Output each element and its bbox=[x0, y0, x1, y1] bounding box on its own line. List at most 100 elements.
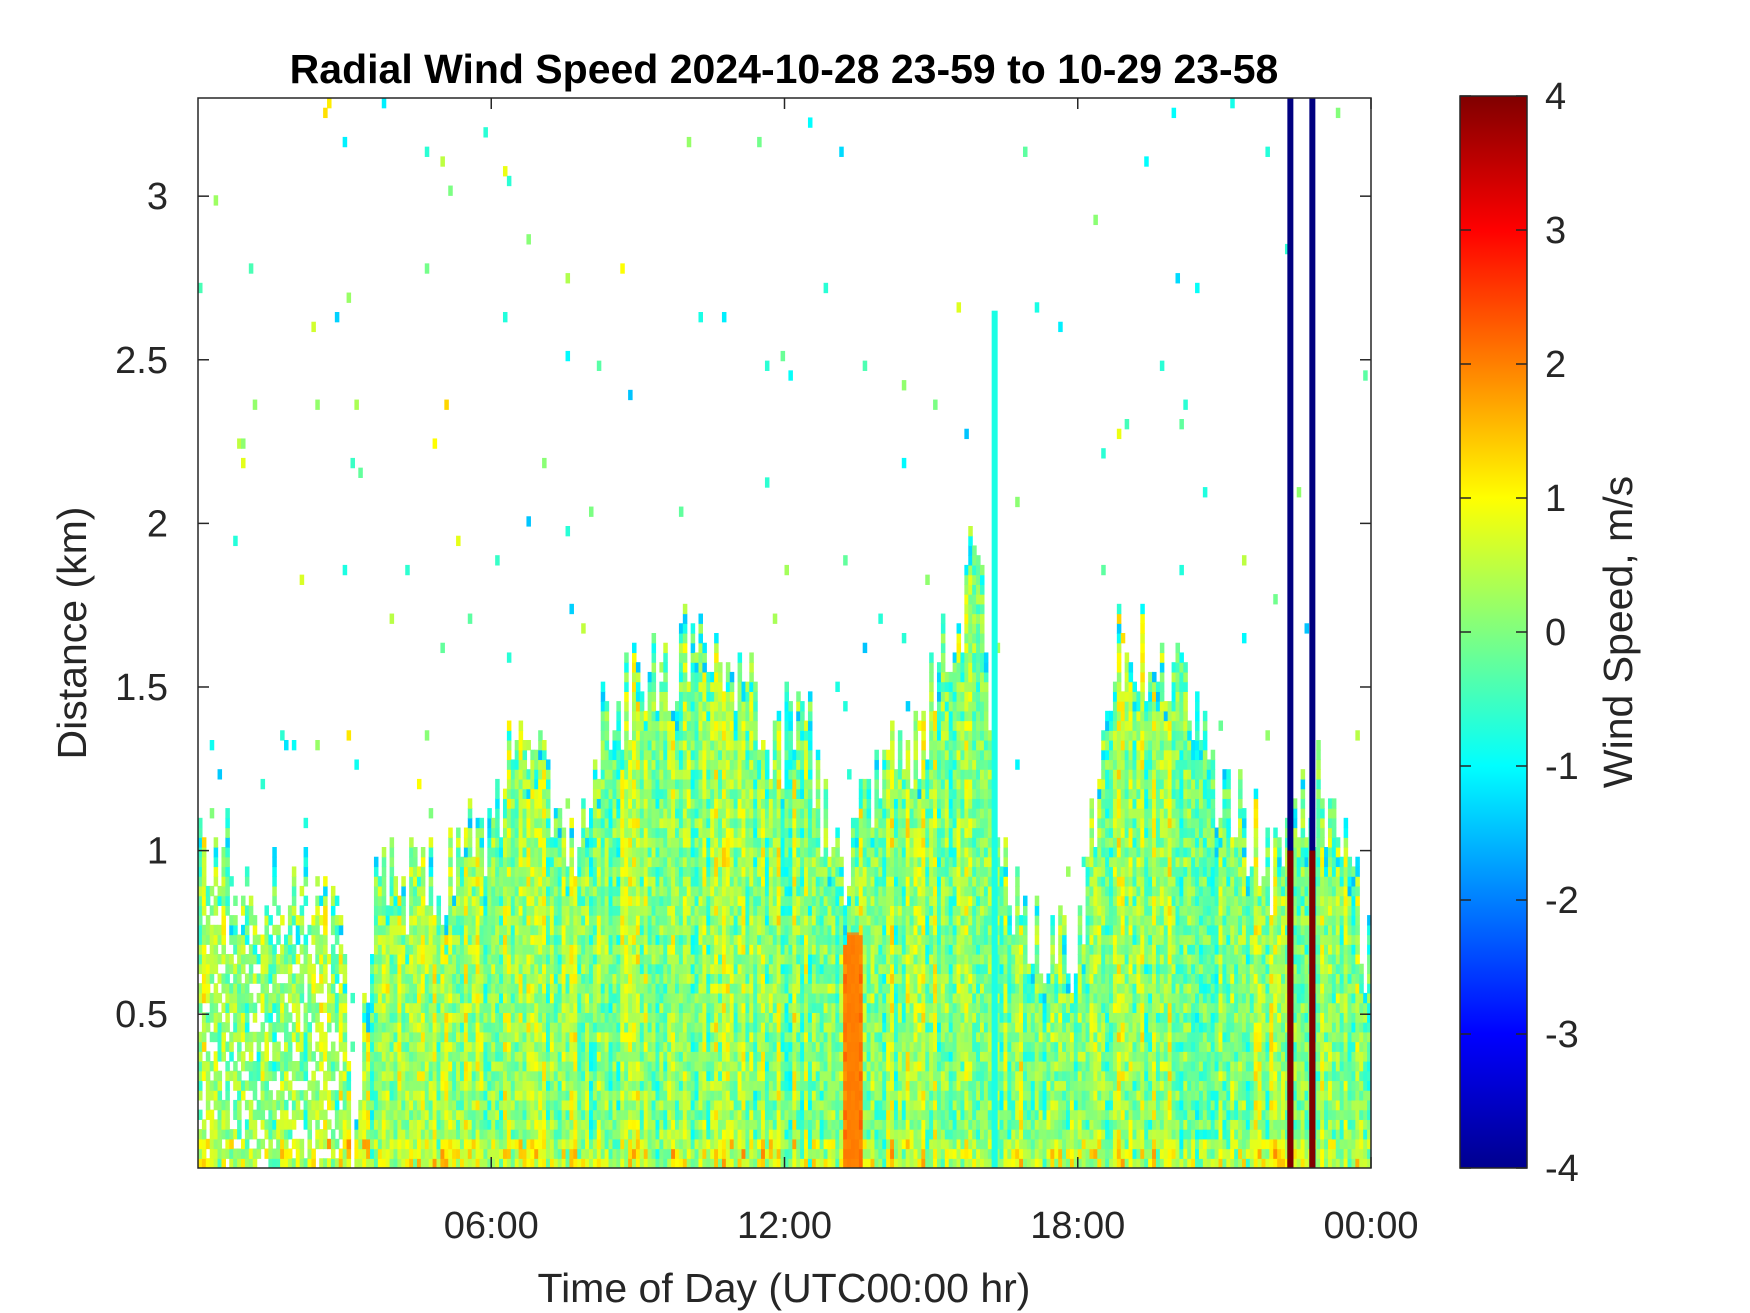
heatmap-cell bbox=[628, 973, 633, 984]
heatmap-cell bbox=[499, 1158, 504, 1168]
heatmap-cell bbox=[721, 827, 727, 838]
heatmap-cell bbox=[628, 876, 633, 887]
heatmap-cell bbox=[272, 924, 277, 936]
heatmap-cell bbox=[448, 944, 453, 955]
heatmap-cell bbox=[702, 749, 707, 761]
heatmap-cell bbox=[424, 1109, 430, 1120]
heatmap-cell bbox=[600, 710, 606, 722]
heatmap-cell bbox=[741, 847, 746, 858]
heatmap-cell bbox=[628, 847, 633, 858]
heatmap-cell bbox=[452, 1061, 457, 1072]
heatmap-cell bbox=[448, 1022, 453, 1033]
heatmap-cell bbox=[295, 1031, 301, 1043]
heatmap-cell bbox=[284, 1012, 289, 1023]
heatmap-cell bbox=[624, 1099, 629, 1111]
heatmap-cell bbox=[714, 701, 719, 712]
heatmap-cell bbox=[381, 1041, 387, 1052]
heatmap-cell bbox=[538, 856, 543, 868]
heatmap-cell bbox=[659, 915, 664, 926]
heatmap-cell bbox=[487, 1090, 492, 1101]
heatmap-cell bbox=[635, 1061, 641, 1072]
heatmap-cell bbox=[741, 710, 746, 722]
heatmap-cell bbox=[643, 1138, 649, 1150]
heatmap-cell bbox=[334, 915, 340, 926]
heatmap-cell bbox=[428, 885, 434, 897]
heatmap-cell bbox=[729, 759, 735, 770]
heatmap-cell bbox=[628, 934, 633, 945]
heatmap-cell bbox=[397, 1022, 402, 1033]
heatmap-cell bbox=[737, 992, 743, 1004]
heatmap-cell bbox=[749, 740, 754, 751]
heatmap-cell bbox=[635, 1119, 641, 1130]
heatmap-cell bbox=[510, 954, 516, 965]
heatmap-cell bbox=[690, 671, 696, 683]
heatmap-cell bbox=[612, 730, 617, 741]
heatmap-cell bbox=[373, 924, 379, 936]
heatmap-cell bbox=[690, 1022, 696, 1033]
heatmap-cell bbox=[440, 1099, 445, 1111]
heatmap-cell bbox=[459, 992, 465, 1004]
heatmap-cell bbox=[585, 1051, 590, 1062]
heatmap-cell bbox=[698, 817, 703, 829]
heatmap-cell bbox=[725, 1022, 731, 1033]
heatmap-cell bbox=[198, 1061, 203, 1072]
heatmap-cell bbox=[413, 1138, 418, 1150]
heatmap-cell bbox=[534, 983, 539, 994]
heatmap-cell bbox=[397, 1061, 402, 1072]
heatmap-cell bbox=[710, 710, 715, 722]
heatmap-cell bbox=[624, 671, 629, 683]
heatmap-cell bbox=[729, 915, 735, 926]
heatmap-cell bbox=[495, 915, 500, 926]
heatmap-cell bbox=[307, 1041, 312, 1052]
heatmap-cell bbox=[557, 1002, 563, 1013]
heatmap-cell bbox=[710, 778, 715, 790]
heatmap-cell bbox=[545, 1129, 551, 1140]
heatmap-cell bbox=[268, 915, 273, 926]
heatmap-cell bbox=[694, 847, 700, 858]
heatmap-cell bbox=[647, 1061, 653, 1072]
heatmap-cell bbox=[632, 720, 637, 731]
heatmap-cell bbox=[553, 837, 559, 848]
heatmap-cell bbox=[213, 1148, 219, 1159]
heatmap-cell bbox=[448, 915, 453, 926]
heatmap-cell bbox=[604, 1148, 610, 1159]
heatmap-cell bbox=[565, 526, 571, 537]
heatmap-cell bbox=[229, 1158, 234, 1168]
heatmap-cell bbox=[628, 1158, 633, 1168]
heatmap-cell bbox=[714, 1061, 719, 1072]
heatmap-cell bbox=[718, 1129, 723, 1140]
heatmap-cell bbox=[624, 954, 629, 965]
heatmap-cell bbox=[616, 944, 621, 955]
heatmap-cell bbox=[694, 1041, 700, 1052]
heatmap-cell bbox=[698, 701, 703, 712]
heatmap-cell bbox=[655, 944, 660, 955]
heatmap-cell bbox=[362, 1148, 367, 1159]
heatmap-cell bbox=[620, 973, 625, 984]
heatmap-cell bbox=[284, 954, 289, 965]
heatmap-cell bbox=[549, 1119, 555, 1130]
heatmap-cell bbox=[381, 924, 387, 936]
heatmap-cell bbox=[514, 1129, 520, 1140]
heatmap-cell bbox=[221, 934, 226, 945]
heatmap-cell bbox=[522, 876, 528, 887]
heatmap-cell bbox=[682, 1022, 688, 1033]
heatmap-cell bbox=[381, 866, 387, 877]
heatmap-cell bbox=[741, 701, 746, 712]
heatmap-cell bbox=[522, 973, 528, 984]
heatmap-cell bbox=[542, 895, 547, 906]
heatmap-cell bbox=[647, 992, 653, 1004]
heatmap-cell bbox=[370, 1012, 375, 1023]
heatmap-cell bbox=[448, 924, 453, 936]
heatmap-cell bbox=[671, 1080, 676, 1091]
heatmap-cell bbox=[702, 885, 707, 897]
heatmap-cell bbox=[678, 1148, 684, 1159]
heatmap-cell bbox=[452, 963, 457, 975]
heatmap-cell bbox=[647, 759, 653, 770]
heatmap-cell bbox=[526, 808, 531, 819]
heatmap-cell bbox=[198, 963, 203, 975]
heatmap-cell bbox=[639, 1158, 645, 1168]
heatmap-cell bbox=[671, 720, 676, 731]
heatmap-cell bbox=[413, 1070, 418, 1082]
heatmap-cell bbox=[718, 915, 723, 926]
heatmap-cell bbox=[303, 895, 309, 906]
